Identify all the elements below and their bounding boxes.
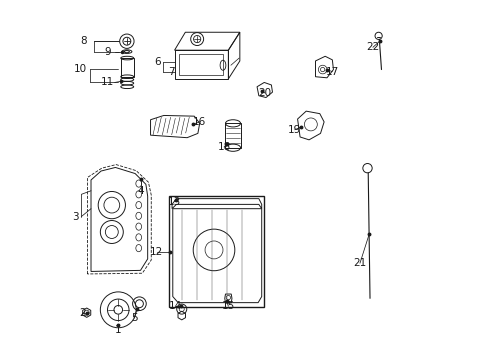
- Text: 20: 20: [258, 88, 271, 98]
- Text: 16: 16: [193, 117, 206, 127]
- Text: 12: 12: [150, 247, 163, 257]
- Text: 17: 17: [325, 67, 338, 77]
- Text: 6: 6: [154, 57, 161, 67]
- Text: 3: 3: [73, 212, 79, 221]
- Text: 4: 4: [137, 186, 143, 196]
- Bar: [121, 58, 133, 77]
- Text: 15: 15: [221, 301, 235, 311]
- Bar: [225, 123, 240, 148]
- Text: 22: 22: [366, 42, 379, 52]
- Text: 10: 10: [74, 64, 87, 74]
- Text: 21: 21: [353, 258, 366, 268]
- Text: 2: 2: [79, 309, 85, 318]
- Text: 14: 14: [169, 301, 182, 311]
- Text: 9: 9: [104, 46, 111, 57]
- Text: 19: 19: [287, 125, 301, 135]
- Text: 1: 1: [115, 325, 122, 335]
- Bar: [179, 54, 223, 75]
- Text: 8: 8: [80, 36, 86, 46]
- Bar: [169, 196, 264, 307]
- Text: 11: 11: [101, 77, 114, 87]
- Text: 7: 7: [167, 67, 174, 77]
- Text: 13: 13: [167, 197, 181, 207]
- Text: 5: 5: [130, 313, 137, 323]
- Text: 18: 18: [217, 142, 230, 152]
